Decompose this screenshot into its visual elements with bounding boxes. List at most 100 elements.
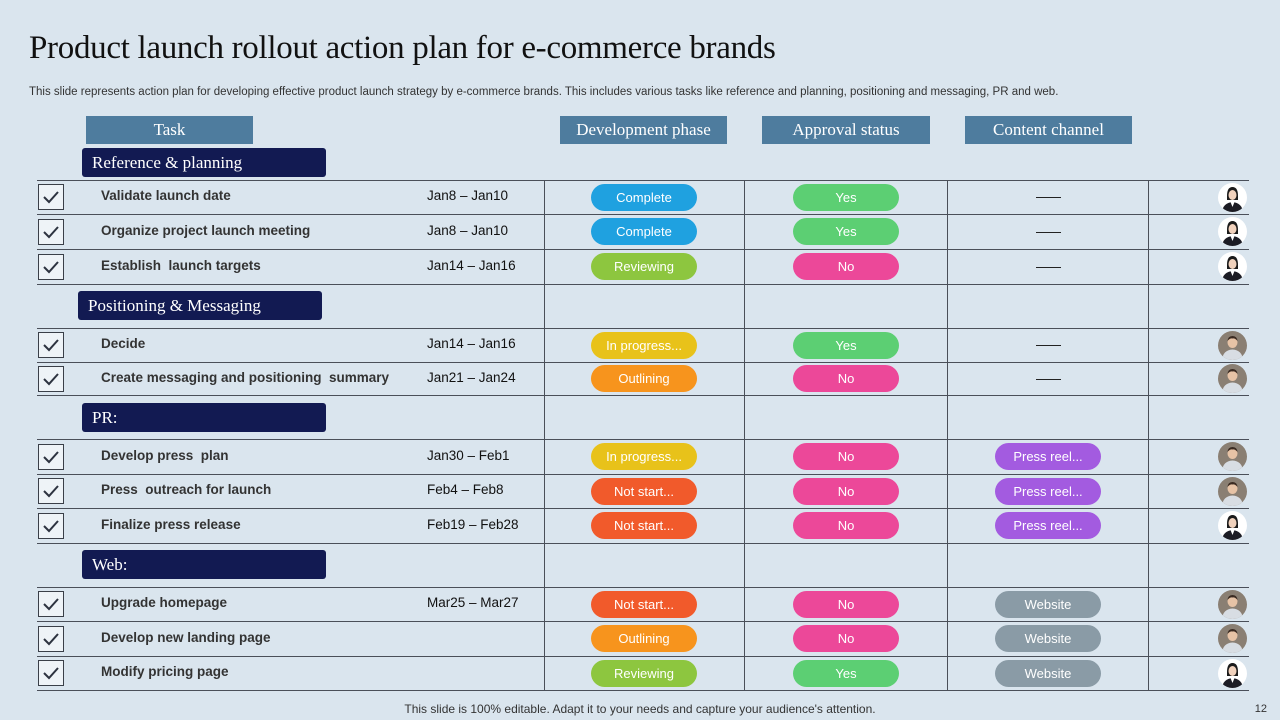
- checkmark-icon: [42, 225, 60, 239]
- table-row: Decide Jan14 – Jan16 In progress... Yes: [37, 328, 1249, 362]
- content-channel-badge[interactable]: Website: [995, 625, 1101, 652]
- checkmark-icon: [42, 190, 60, 204]
- avatar-female: [1218, 511, 1247, 540]
- task-checkbox[interactable]: [38, 660, 64, 686]
- development-phase-badge[interactable]: Reviewing: [591, 253, 697, 280]
- task-dates: Jan8 – Jan10: [427, 222, 509, 238]
- approval-status-badge[interactable]: No: [793, 590, 899, 618]
- table-row: Validate launch date Jan8 – Jan10 Complete…: [37, 180, 1249, 214]
- table-row-divider: [37, 621, 1249, 622]
- table-column-divider: [1148, 180, 1149, 690]
- approval-status-badge[interactable]: No: [793, 512, 899, 539]
- table-row-divider: [37, 328, 1249, 329]
- empty-channel-dash: [1036, 266, 1061, 268]
- content-channel-badge[interactable]: Press reel...: [995, 443, 1101, 470]
- table-row-divider: [37, 656, 1249, 657]
- task-name: Develop new landing page: [101, 629, 271, 645]
- task-name: Develop press plan: [101, 447, 229, 463]
- development-phase-badge[interactable]: Not start...: [591, 512, 697, 539]
- checkmark-icon: [42, 519, 60, 533]
- task-name: Press outreach for launch: [101, 482, 272, 497]
- table-column-divider: [544, 180, 545, 690]
- checkmark-icon: [42, 666, 60, 680]
- development-phase-badge[interactable]: In progress...: [591, 443, 697, 470]
- task-checkbox[interactable]: [38, 591, 64, 617]
- table-row: Press outreach for launch Feb4 – Feb8 Not …: [37, 474, 1249, 508]
- task-name: Establish launch targets: [101, 257, 261, 273]
- table-row: Develop press plan Jan30 – Feb1 In progres…: [37, 439, 1249, 474]
- task-checkbox[interactable]: [38, 625, 64, 652]
- table-row: Upgrade homepage Mar25 – Mar27 Not start..…: [37, 587, 1249, 621]
- development-phase-badge[interactable]: Not start...: [591, 477, 697, 505]
- task-dates: Feb19 – Feb28: [427, 516, 519, 532]
- checkmark-icon: [42, 338, 60, 352]
- table-row: Develop new landing page Outlining No Websi…: [37, 621, 1249, 656]
- table-row: Establish launch targets Jan14 – Jan16 Rev…: [37, 249, 1249, 284]
- avatar-male: [1218, 442, 1247, 471]
- task-dates: Jan14 – Jan16: [427, 257, 516, 273]
- approval-status-badge[interactable]: Yes: [793, 659, 899, 687]
- content-channel-badge[interactable]: Website: [995, 590, 1101, 618]
- empty-channel-dash: [1036, 197, 1061, 198]
- content-channel-badge[interactable]: Press reel...: [995, 477, 1101, 505]
- table-row-divider: [37, 508, 1249, 509]
- avatar-male: [1218, 476, 1247, 506]
- task-checkbox[interactable]: [38, 478, 64, 504]
- table-row-divider: [37, 362, 1249, 363]
- avatar-female: [1218, 182, 1247, 212]
- task-dates: Jan8 – Jan10: [427, 188, 509, 203]
- approval-status-badge[interactable]: No: [793, 625, 899, 652]
- task-dates: Feb4 – Feb8: [427, 482, 504, 497]
- page-subtitle: This slide represents action plan for de…: [29, 86, 1059, 98]
- approval-status-badge[interactable]: No: [793, 253, 899, 280]
- page-title: Product launch rollout action plan for e…: [29, 30, 776, 66]
- task-checkbox[interactable]: [38, 184, 64, 210]
- approval-status-badge[interactable]: No: [793, 477, 899, 505]
- task-checkbox[interactable]: [38, 365, 64, 392]
- content-channel-badge[interactable]: Website: [995, 659, 1101, 687]
- development-phase-badge[interactable]: Complete: [591, 183, 697, 211]
- empty-channel-dash: [1036, 378, 1061, 380]
- task-dates: Jan14 – Jan16: [427, 336, 516, 351]
- header-development-phase: Development phase: [560, 116, 727, 144]
- section-header: Positioning & Messaging: [78, 291, 322, 320]
- task-checkbox[interactable]: [38, 443, 64, 470]
- task-checkbox[interactable]: [38, 332, 64, 358]
- avatar-female: [1218, 658, 1247, 688]
- footer-note: This slide is 100% editable. Adapt it to…: [404, 702, 876, 716]
- task-name: Create messaging and positioning summary: [101, 369, 390, 385]
- approval-status-badge[interactable]: Yes: [793, 183, 899, 211]
- task-checkbox[interactable]: [38, 512, 64, 539]
- avatar-female: [1218, 252, 1247, 281]
- table-row: Finalize press release Feb19 – Feb28 Not s…: [37, 508, 1249, 543]
- table-column-divider: [744, 180, 745, 690]
- approval-status-badge[interactable]: No: [793, 365, 899, 392]
- development-phase-badge[interactable]: Complete: [591, 218, 697, 245]
- approval-status-badge[interactable]: Yes: [793, 218, 899, 245]
- development-phase-badge[interactable]: Not start...: [591, 590, 697, 618]
- task-name: Upgrade homepage: [101, 595, 228, 610]
- approval-status-badge[interactable]: Yes: [793, 331, 899, 359]
- checkmark-icon: [42, 450, 60, 464]
- development-phase-badge[interactable]: Outlining: [591, 365, 697, 392]
- section-header: Reference & planning: [82, 148, 326, 177]
- task-checkbox[interactable]: [38, 253, 64, 280]
- table-row: Organize project launch meeting Jan8 – Ja…: [37, 214, 1249, 249]
- table-row: Modify pricing page Reviewing Yes Website: [37, 656, 1249, 690]
- development-phase-badge[interactable]: Outlining: [591, 625, 697, 652]
- avatar-male: [1218, 589, 1247, 619]
- development-phase-badge[interactable]: In progress...: [591, 331, 697, 359]
- empty-channel-dash: [1036, 345, 1061, 346]
- avatar-female: [1218, 217, 1247, 246]
- page-number: 12: [1254, 703, 1267, 715]
- table-row-divider: [37, 439, 1249, 440]
- content-channel-badge[interactable]: Press reel...: [995, 512, 1101, 539]
- development-phase-badge[interactable]: Reviewing: [591, 659, 697, 687]
- table-column-divider: [947, 180, 948, 690]
- task-name: Finalize press release: [101, 516, 241, 532]
- table-row-divider: [37, 474, 1249, 475]
- task-checkbox[interactable]: [38, 218, 64, 245]
- approval-status-badge[interactable]: No: [793, 443, 899, 470]
- table-row-divider: [37, 284, 1249, 285]
- empty-channel-dash: [1036, 231, 1061, 233]
